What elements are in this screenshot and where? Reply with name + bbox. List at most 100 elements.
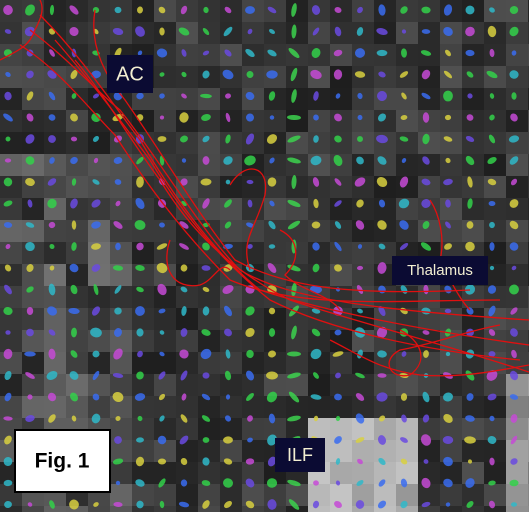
tile xyxy=(308,484,330,506)
tile xyxy=(110,176,132,198)
tile xyxy=(484,198,506,220)
tile xyxy=(506,88,528,110)
tile xyxy=(352,22,374,44)
tile xyxy=(88,0,110,22)
tile xyxy=(66,242,88,264)
tile xyxy=(154,220,176,242)
tile xyxy=(286,484,308,506)
tile xyxy=(198,132,220,154)
tile xyxy=(220,352,242,374)
tile xyxy=(484,0,506,22)
tile xyxy=(418,176,440,198)
tile xyxy=(110,154,132,176)
tile xyxy=(154,66,176,88)
tile xyxy=(198,44,220,66)
tile xyxy=(176,374,198,396)
tile xyxy=(132,462,154,484)
tile xyxy=(198,154,220,176)
tile xyxy=(462,132,484,154)
tile xyxy=(154,22,176,44)
tile xyxy=(176,132,198,154)
tile xyxy=(110,220,132,242)
tile xyxy=(242,66,264,88)
tile xyxy=(396,506,418,512)
tile xyxy=(352,264,374,286)
tile xyxy=(374,198,396,220)
tile xyxy=(286,132,308,154)
tile xyxy=(44,44,66,66)
tile xyxy=(220,396,242,418)
tile xyxy=(154,88,176,110)
tile xyxy=(198,110,220,132)
tile xyxy=(44,264,66,286)
tile xyxy=(440,154,462,176)
tile xyxy=(198,462,220,484)
tile xyxy=(132,0,154,22)
tile xyxy=(396,440,418,462)
tile xyxy=(418,506,440,512)
tile xyxy=(220,506,242,512)
tile xyxy=(330,132,352,154)
tile xyxy=(220,132,242,154)
tile xyxy=(264,242,286,264)
tile xyxy=(176,242,198,264)
tile xyxy=(66,330,88,352)
tile xyxy=(352,0,374,22)
tile xyxy=(176,0,198,22)
tile xyxy=(242,110,264,132)
label-thalamus: Thalamus xyxy=(407,262,473,279)
tile xyxy=(418,132,440,154)
glyph xyxy=(27,307,33,315)
tile xyxy=(264,22,286,44)
tile xyxy=(220,440,242,462)
tile xyxy=(462,198,484,220)
tile xyxy=(198,374,220,396)
tile xyxy=(484,176,506,198)
tile xyxy=(66,176,88,198)
tile xyxy=(330,462,352,484)
tile xyxy=(286,176,308,198)
tile xyxy=(396,396,418,418)
tile xyxy=(418,110,440,132)
tile xyxy=(286,308,308,330)
label-ac: AC xyxy=(116,63,144,85)
tile xyxy=(440,484,462,506)
tile xyxy=(242,242,264,264)
tile xyxy=(176,88,198,110)
tile xyxy=(220,22,242,44)
tile xyxy=(44,154,66,176)
tile xyxy=(66,154,88,176)
tile xyxy=(154,396,176,418)
tile xyxy=(418,374,440,396)
tile xyxy=(484,132,506,154)
tile xyxy=(484,484,506,506)
tile xyxy=(22,198,44,220)
tile xyxy=(220,418,242,440)
tile xyxy=(0,154,22,176)
tile xyxy=(374,110,396,132)
tile xyxy=(110,242,132,264)
tile xyxy=(242,176,264,198)
tile xyxy=(22,66,44,88)
tile xyxy=(396,132,418,154)
tile xyxy=(0,264,22,286)
tile xyxy=(44,110,66,132)
tile xyxy=(110,198,132,220)
tile xyxy=(132,506,154,512)
tile xyxy=(154,110,176,132)
tile xyxy=(352,88,374,110)
tile xyxy=(0,396,22,418)
tile xyxy=(44,220,66,242)
tile xyxy=(242,484,264,506)
tile xyxy=(0,330,22,352)
tile xyxy=(242,396,264,418)
tile xyxy=(308,22,330,44)
tile xyxy=(352,440,374,462)
tile xyxy=(286,110,308,132)
tile xyxy=(506,110,528,132)
tile xyxy=(330,176,352,198)
tile xyxy=(242,418,264,440)
tile xyxy=(0,22,22,44)
tile xyxy=(22,154,44,176)
tile xyxy=(264,88,286,110)
